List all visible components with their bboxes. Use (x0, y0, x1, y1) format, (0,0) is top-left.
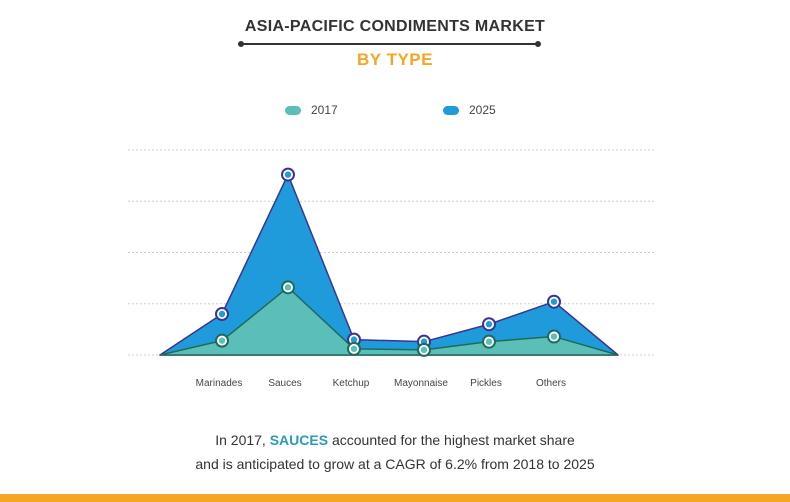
marker-point-2017-pickles (485, 338, 493, 345)
caption-highlight: SAUCES (269, 432, 329, 448)
caption-line-2: and is anticipated to grow at a CAGR of … (195, 456, 595, 472)
marker-point-2025-sauces (284, 171, 292, 178)
caption-suffix: accounted for the highest market share (328, 432, 575, 448)
x-tick-label-marinades: Marinades (196, 378, 243, 389)
marker-point-2017-mayonnaise (420, 346, 428, 354)
marker-point-2025-pickles (485, 321, 493, 328)
marker-point-2017-sauces (284, 284, 292, 291)
title-underline (238, 41, 541, 47)
marker-point-2025-marinades (218, 310, 226, 318)
legend-label-2017: 2017 (311, 103, 338, 117)
x-tick-label-others: Others (536, 378, 566, 389)
x-tick-label-mayonnaise: Mayonnaise (394, 378, 448, 389)
legend-item-2025: 2025 (443, 103, 496, 117)
bottom-accent-bar (0, 494, 790, 502)
underline-left-dot (238, 41, 244, 47)
chart-subtitle: BY TYPE (357, 50, 433, 69)
marker-point-2017-others (550, 333, 558, 340)
marker-point-2025-others (550, 298, 558, 305)
legend-item-2017: 2017 (285, 103, 338, 117)
marker-point-2017-marinades (218, 337, 226, 344)
chart-title: ASIA-PACIFIC CONDIMENTS MARKET (244, 18, 546, 35)
marker-point-2025-ketchup (350, 336, 358, 343)
marker-point-2017-ketchup (350, 345, 358, 353)
x-tick-label-pickles: Pickles (470, 378, 502, 389)
legend-swatch-2017 (285, 105, 301, 115)
caption-prefix: In 2017, (215, 432, 270, 448)
caption-line-1: In 2017, SAUCES accounted for the highes… (0, 432, 790, 448)
underline-right-dot (535, 41, 541, 47)
x-tick-label-ketchup: Ketchup (333, 378, 370, 389)
x-tick-label-sauces: Sauces (268, 378, 301, 389)
legend-label-2025: 2025 (469, 103, 496, 117)
legend-swatch-2025 (443, 105, 459, 115)
area-chart: Marinades Sauces Ketchup Mayonnaise Pickles O… (128, 149, 656, 389)
